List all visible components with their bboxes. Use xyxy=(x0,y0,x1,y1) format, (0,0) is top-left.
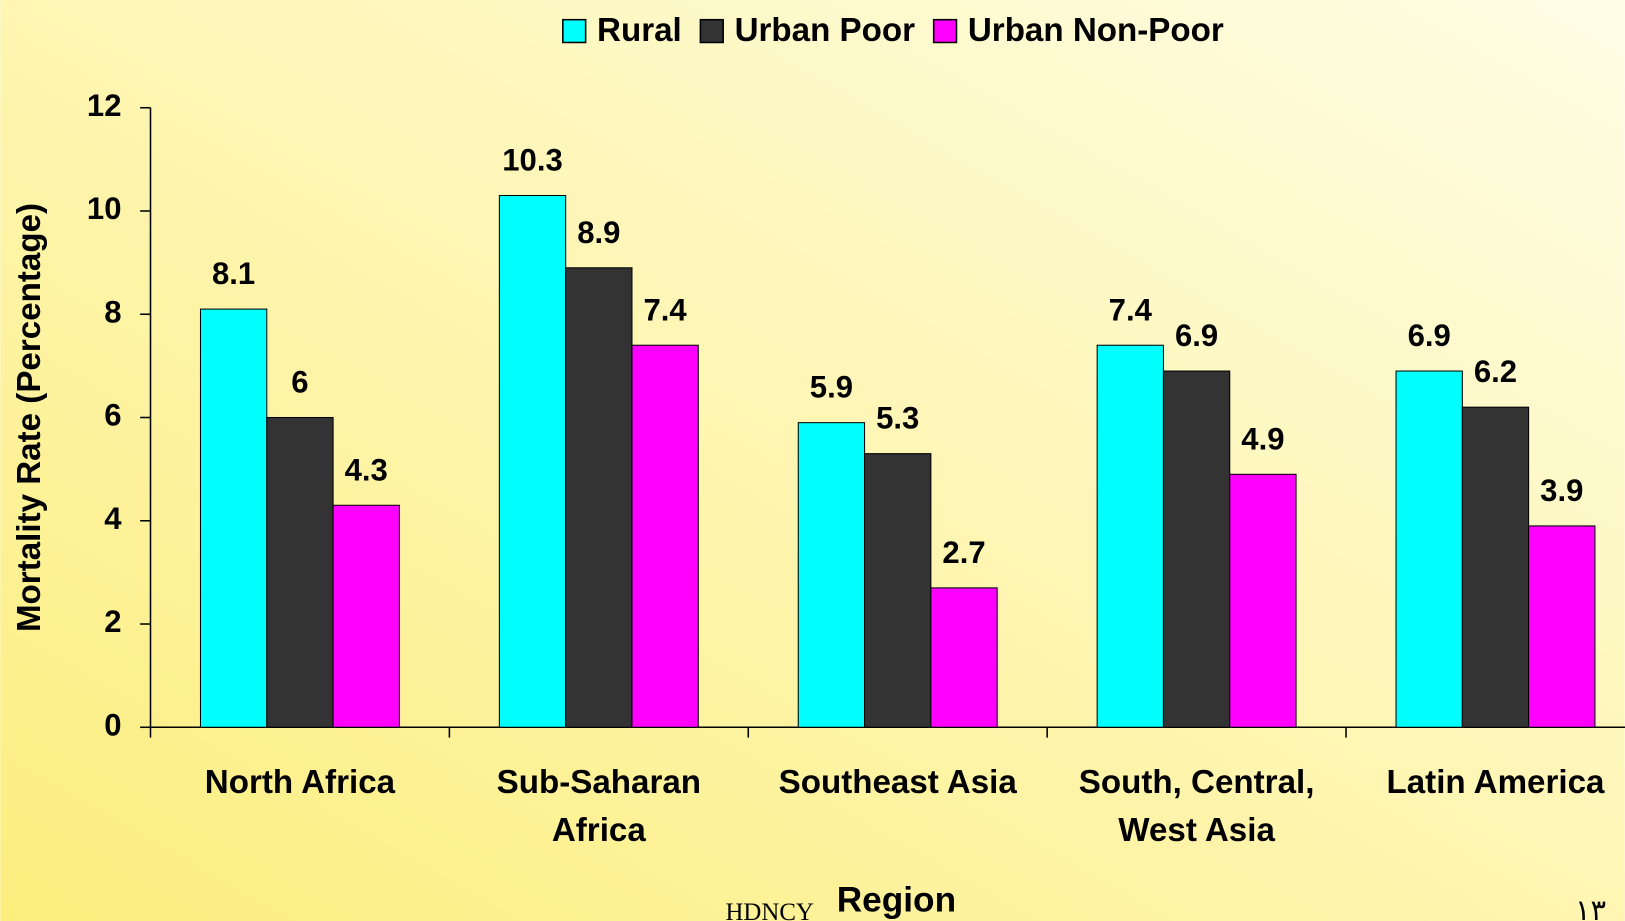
legend-label: Rural xyxy=(597,12,682,49)
y-tick-label: 10 xyxy=(87,191,122,226)
value-label: 6 xyxy=(291,365,308,400)
bar xyxy=(1229,473,1297,728)
bar xyxy=(1528,525,1596,728)
legend-swatch xyxy=(699,18,724,44)
value-label: 7.4 xyxy=(644,292,688,327)
y-tick-label: 8 xyxy=(104,294,121,329)
bar xyxy=(631,344,699,728)
bar xyxy=(797,422,866,728)
value-label: 5.9 xyxy=(810,370,853,405)
y-tick-label: 2 xyxy=(104,604,121,639)
value-label: 5.3 xyxy=(876,401,919,436)
value-label: 4.9 xyxy=(1241,421,1284,456)
bar xyxy=(199,308,268,728)
bar xyxy=(565,267,633,728)
value-label: 7.4 xyxy=(1109,292,1153,327)
bar xyxy=(1162,370,1231,728)
bar xyxy=(1461,406,1530,728)
y-axis-label: Mortality Rate (Percentage) xyxy=(11,203,48,632)
value-label: 8.1 xyxy=(212,256,255,291)
bar xyxy=(1395,370,1463,728)
value-label: 6.2 xyxy=(1474,354,1517,389)
footer: HDNCY xyxy=(725,899,813,921)
value-label: 10.3 xyxy=(502,143,562,178)
legend-swatch xyxy=(562,18,587,44)
legend-label: Urban Non-Poor xyxy=(968,12,1224,49)
x-tick-label: North Africa xyxy=(205,764,396,801)
value-label: 8.9 xyxy=(577,215,620,250)
bar xyxy=(332,504,400,728)
value-label: 4.3 xyxy=(345,452,388,487)
bar xyxy=(930,587,998,728)
x-tick-label: Latin America xyxy=(1387,764,1606,801)
page-number: ١٣ xyxy=(1575,895,1606,921)
value-label: 3.9 xyxy=(1540,473,1583,508)
x-tick-label: Southeast Asia xyxy=(779,764,1018,801)
value-label: 6.9 xyxy=(1408,318,1451,353)
y-tick-label: 12 xyxy=(87,88,122,123)
bar xyxy=(266,416,334,728)
legend-label: Urban Poor xyxy=(735,12,916,49)
x-axis-label: Region xyxy=(837,881,956,920)
y-tick-label: 4 xyxy=(104,501,122,536)
bar xyxy=(864,453,932,728)
value-label: 6.9 xyxy=(1175,318,1218,353)
x-tick-label: South, Central, West Asia xyxy=(1079,764,1315,849)
y-tick-label: 0 xyxy=(104,707,121,742)
bar xyxy=(498,194,567,728)
value-label: 2.7 xyxy=(942,535,985,570)
y-tick-label: 6 xyxy=(104,398,121,433)
x-tick-label: Sub-Saharan Africa xyxy=(497,764,701,849)
legend-swatch xyxy=(932,18,958,44)
bar xyxy=(1096,344,1164,728)
